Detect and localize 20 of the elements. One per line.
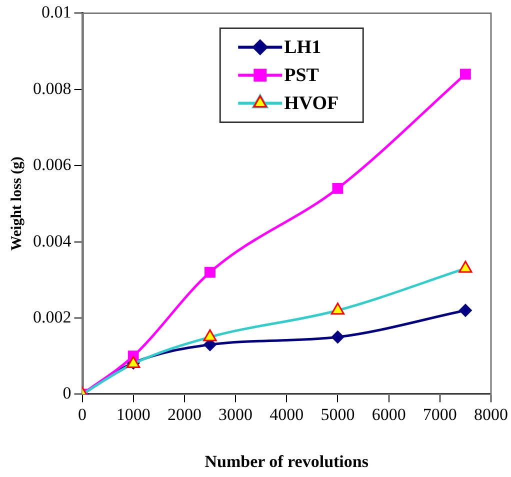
x-tick-label: 4000 (270, 404, 304, 424)
y-tick-label: 0.006 (33, 155, 72, 174)
y-tick-label: 0.008 (33, 78, 72, 98)
x-tick-label: 1000 (116, 404, 150, 424)
x-tick-label: 8000 (474, 404, 508, 424)
y-tick-label: 0.01 (42, 2, 72, 22)
x-tick-label: 3000 (218, 404, 253, 424)
x-tick-label: 0 (78, 404, 86, 424)
x-tick-label: 6000 (372, 404, 406, 424)
y-tick-label: 0 (62, 384, 72, 403)
x-tick-label: 7000 (422, 404, 457, 424)
legend-label: HVOF (284, 93, 339, 114)
y-tick-label: 0.002 (33, 307, 72, 326)
y-tick-label: 0.004 (33, 231, 72, 250)
x-tick-label: 2000 (167, 404, 202, 424)
legend-label: LH1 (284, 37, 322, 58)
legend-label: PST (284, 65, 320, 86)
y-axis-title: Weight loss (g) (8, 156, 25, 251)
x-axis-title: Number of revolutions (204, 452, 369, 472)
x-tick-label: 5000 (320, 404, 355, 424)
